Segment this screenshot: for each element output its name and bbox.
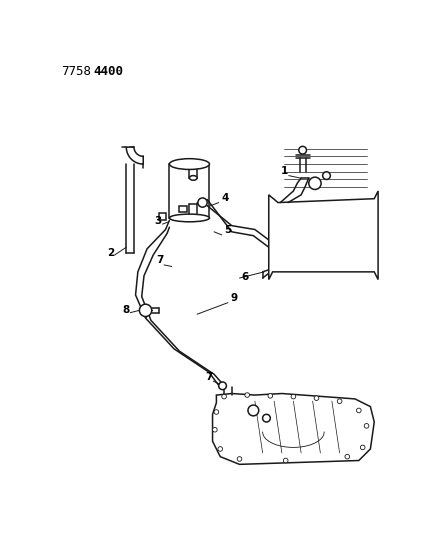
Text: 7: 7 [156,255,164,264]
Circle shape [356,408,361,413]
Circle shape [291,394,296,399]
Circle shape [345,454,350,459]
Circle shape [299,147,306,154]
Ellipse shape [169,214,209,222]
Text: 2: 2 [107,248,114,259]
Circle shape [284,458,288,463]
Text: 5: 5 [224,225,231,236]
Circle shape [219,382,227,390]
Circle shape [248,405,259,416]
Circle shape [139,304,152,317]
Text: 9: 9 [230,293,237,303]
Circle shape [218,447,223,451]
Circle shape [198,198,207,207]
Text: 1: 1 [281,166,288,176]
Text: 3: 3 [155,216,162,226]
Circle shape [222,394,227,399]
Ellipse shape [169,159,209,169]
Text: 7758: 7758 [61,64,91,78]
Polygon shape [212,393,374,464]
Circle shape [360,445,365,450]
Circle shape [337,399,342,403]
Circle shape [237,457,242,461]
Circle shape [323,172,330,180]
Circle shape [245,393,250,398]
Circle shape [268,393,272,398]
Text: 8: 8 [122,305,130,314]
Bar [169,164,209,218]
Ellipse shape [190,175,197,180]
Circle shape [263,414,270,422]
Circle shape [314,396,319,400]
Text: 7: 7 [205,372,213,382]
FancyBboxPatch shape [159,213,166,220]
Circle shape [364,424,369,428]
Text: 6: 6 [242,271,249,281]
Polygon shape [269,191,378,280]
Polygon shape [126,147,143,164]
FancyBboxPatch shape [179,206,187,212]
Text: 4: 4 [221,193,228,203]
Circle shape [212,427,217,432]
Text: 4400: 4400 [93,64,123,78]
Circle shape [309,177,321,189]
Circle shape [214,410,219,414]
